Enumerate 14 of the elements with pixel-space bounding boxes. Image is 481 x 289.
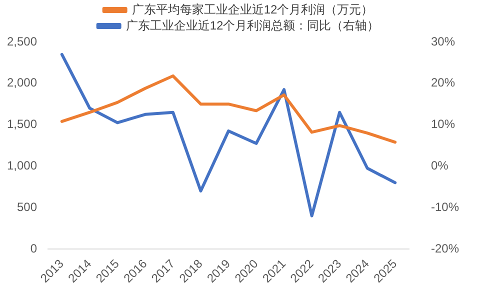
y2-tick-label: -10% xyxy=(430,200,460,214)
y2-tick-label: 0% xyxy=(430,158,449,172)
y-tick-label: 0 xyxy=(30,241,38,256)
legend-label: 广东平均每家工业企业近12个月利润（万元） xyxy=(132,2,374,16)
y2-tick-label: -20% xyxy=(430,241,460,256)
y2-tick-label: 30% xyxy=(430,34,456,48)
y2-tick-label: 10% xyxy=(430,117,456,132)
y-tick-label: 500 xyxy=(17,200,38,214)
y-tick-label: 2,000 xyxy=(7,76,38,90)
y-tick-label: 2,500 xyxy=(7,34,38,48)
y-tick-label: 1,000 xyxy=(7,158,38,172)
y-tick-label: 1,500 xyxy=(7,117,38,132)
legend-label: 广东工业企业近12个月利润总额：同比（右轴） xyxy=(126,18,380,32)
y2-tick-label: 20% xyxy=(430,76,456,90)
